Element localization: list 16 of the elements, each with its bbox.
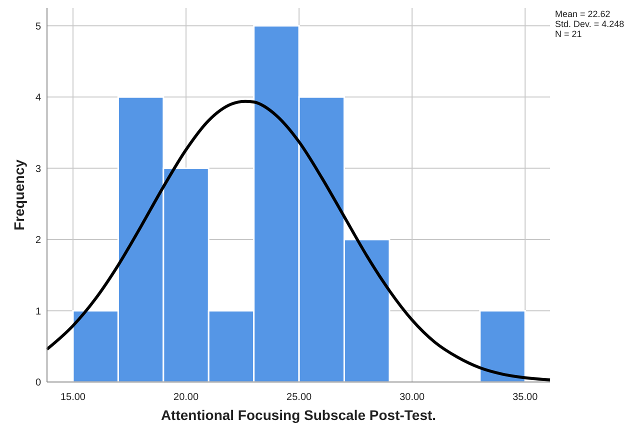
y-tick-label: 0 (35, 378, 42, 388)
x-tick-label: 35.00 (512, 392, 538, 403)
text: Std. Dev. = 4.248 (555, 19, 624, 29)
text: Mean = 22.62 (555, 9, 610, 19)
y-tick-label: 2 (35, 235, 42, 246)
y-tick-label: 4 (35, 92, 42, 104)
y-tick-label: 3 (35, 164, 42, 175)
text: N = 21 (555, 29, 582, 39)
y-tick-label: 5 (35, 21, 42, 32)
y-tick-label: 1 (35, 306, 42, 318)
x-tick-label: 15.00 (60, 392, 86, 403)
x-tick-label: 30.00 (400, 392, 426, 403)
x-axis-title: Attentional Focusing Subscale Post-Test. (160, 407, 436, 423)
x-tick-label: 25.00 (286, 392, 312, 403)
y-axis-title: Frequency (11, 159, 27, 230)
x-tick-label: 20.00 (174, 392, 199, 403)
